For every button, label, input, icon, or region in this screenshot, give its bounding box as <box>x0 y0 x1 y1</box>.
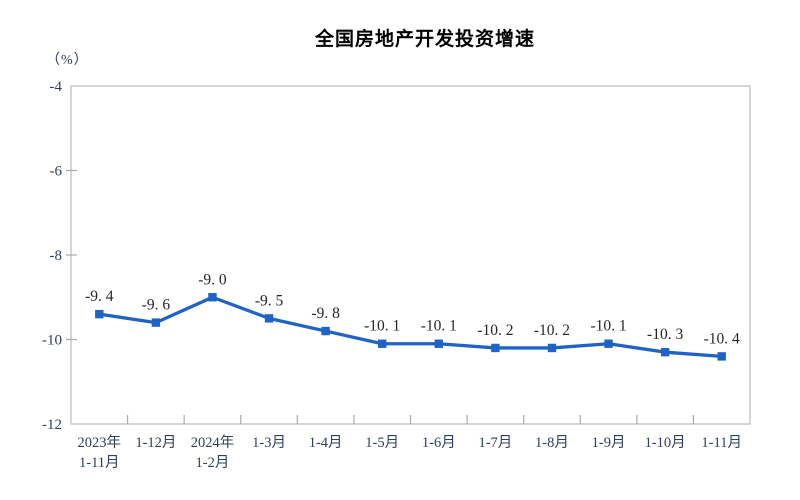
x-axis-tick-label: 1-3月 <box>252 435 286 451</box>
data-point-marker <box>491 343 500 353</box>
data-point-label: -9. 4 <box>85 288 114 305</box>
y-axis-unit-label: （%） <box>46 53 89 68</box>
data-point-marker <box>604 339 613 348</box>
data-point-label: -9. 8 <box>311 305 340 322</box>
data-point-marker <box>321 326 330 336</box>
data-point-label: -10. 4 <box>704 330 740 347</box>
data-point-label: -9. 5 <box>255 292 284 309</box>
y-axis-tick-label: -8 <box>50 248 63 264</box>
chart-title: 全国房地产开发投资增速 <box>314 29 535 50</box>
x-axis-tick-label: 1-8月 <box>535 435 569 451</box>
data-point-marker <box>264 314 274 323</box>
data-point-marker <box>151 318 161 327</box>
x-axis-tick-label: 1-5月 <box>365 435 399 451</box>
x-axis-tick-label: 1-11月 <box>701 435 742 451</box>
data-point-label: -9. 0 <box>198 271 227 288</box>
x-axis-tick-label: 1-10月 <box>645 435 686 451</box>
data-point-marker <box>434 339 443 348</box>
data-point-marker <box>378 339 387 348</box>
x-axis-tick-label: 2023年 <box>78 434 122 451</box>
x-axis-tick-label: 1-4月 <box>309 435 343 451</box>
data-point-label: -10. 1 <box>590 318 626 335</box>
y-axis-tick-label: -10 <box>42 333 62 349</box>
data-point-marker <box>208 293 217 302</box>
data-series-line <box>97 295 724 359</box>
data-point-marker <box>717 352 726 361</box>
data-point-label: -10. 1 <box>421 318 457 335</box>
x-axis-tick-label: 1-12月 <box>135 435 176 451</box>
x-axis-tick-label: 1-7月 <box>478 435 512 451</box>
data-point-marker <box>660 347 670 357</box>
x-axis-tick-label: 1-11月 <box>79 455 120 471</box>
plot-border <box>70 85 751 425</box>
data-point-label: -10. 2 <box>534 322 570 339</box>
y-axis-tick-label: -4 <box>50 79 63 95</box>
x-axis-tick-label: 1-2月 <box>196 455 230 471</box>
x-axis-tick-label: 1-9月 <box>592 435 626 451</box>
data-point-marker <box>95 309 104 319</box>
y-axis-tick-label: -6 <box>50 164 63 180</box>
data-point-label: -10. 2 <box>477 322 513 339</box>
data-point-marker <box>547 343 557 353</box>
data-point-label: -9. 6 <box>142 297 171 314</box>
x-axis-tick-label: 1-6月 <box>422 435 456 451</box>
data-point-label: -10. 1 <box>364 318 400 335</box>
data-point-label: -10. 3 <box>647 326 683 343</box>
y-axis-tick-label: -12 <box>42 417 62 433</box>
x-axis-tick-label: 2024年 <box>191 434 235 451</box>
